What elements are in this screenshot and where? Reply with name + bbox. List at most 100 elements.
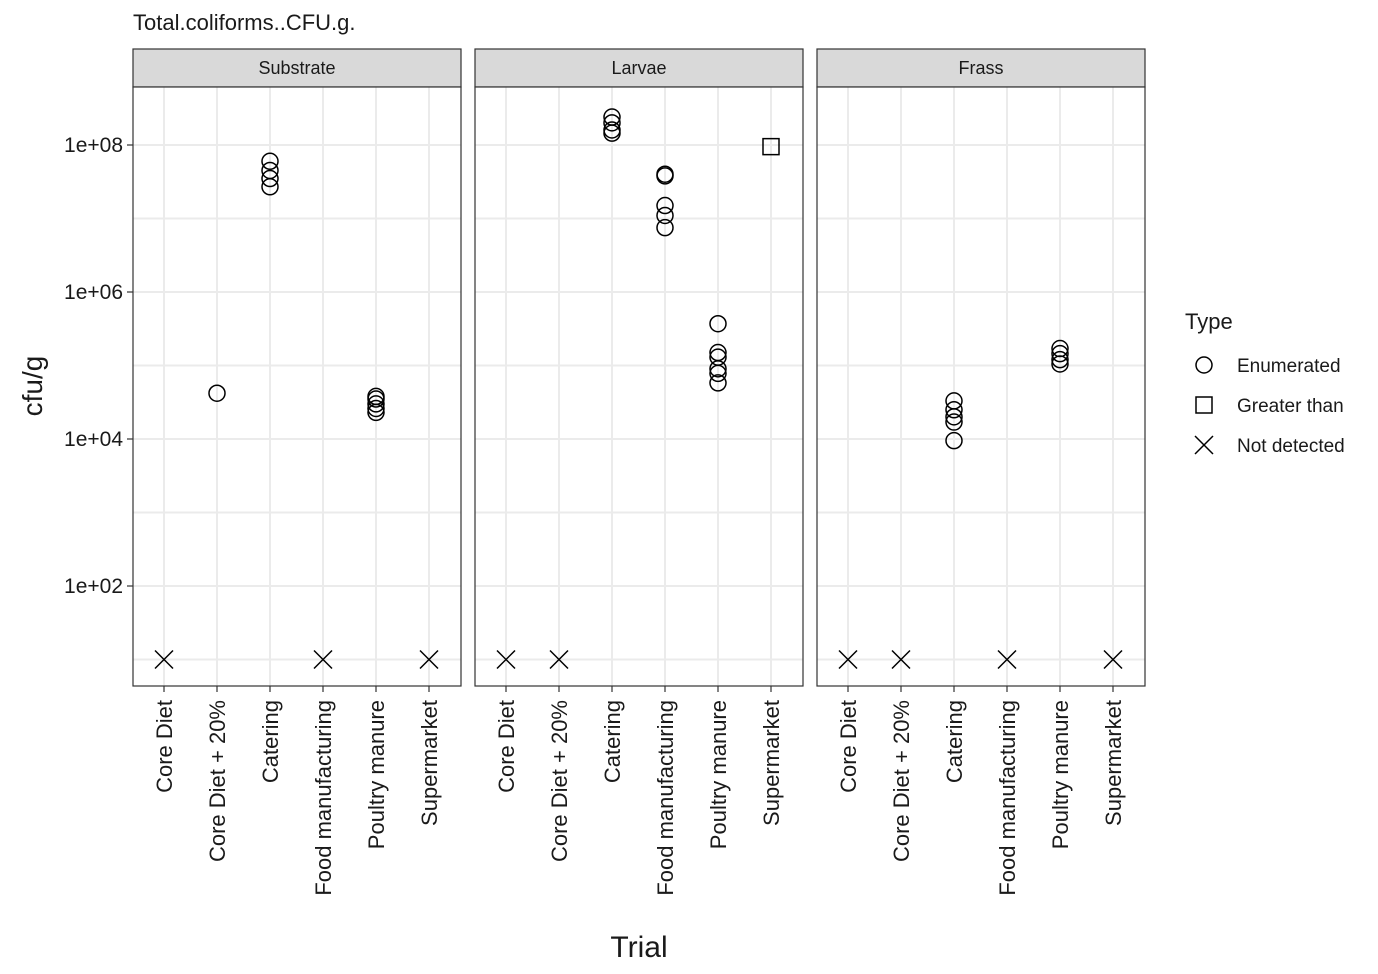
legend-entry-label: Greater than [1237,396,1344,417]
x-tick-label: Core Diet [494,700,519,793]
x-axis-label: Trial [610,931,667,964]
legend-title: Type [1185,309,1233,334]
x-tick-label: Food manufacturing [995,700,1020,896]
x-tick-label: Catering [258,700,283,783]
data-point-enumerated [261,178,279,196]
panel-border [474,86,804,687]
data-point-not-detected [997,649,1017,670]
panel-substrate: Substrate Core Diet Core Diet + 20% Caterin… [132,48,462,896]
y-tick-label: 1e+02 [64,575,123,598]
data-point-not-detected [154,649,174,670]
panel-background [133,87,461,686]
panel-background [475,87,803,686]
legend: Type Enumerated Greater than Not detected [1185,309,1345,457]
facet-strip [816,48,1146,88]
legend-entry-label: Not detected [1237,436,1345,457]
panel-border [816,86,1146,687]
data-point-enumerated [945,408,963,426]
data-point-not-detected [313,649,333,670]
facet-strip [474,48,804,88]
data-point-enumerated [656,167,674,185]
data-point-not-detected [549,649,569,670]
data-point-not-detected-stroke-b [549,649,569,670]
x-tick-label: Poultry manure [1048,700,1073,849]
y-tick-label: 1e+04 [64,428,123,451]
major-gridlines [817,87,1145,686]
major-gridlines [475,87,803,686]
x-icon-stroke-b [1194,435,1214,455]
data-point-not-detected [1103,649,1123,670]
data-point-not-detected [891,649,911,670]
data-point-enumerated [208,384,226,402]
data-point-not-detected-stroke-b [419,649,439,670]
data-point-not-detected-stroke-b [313,649,333,670]
panel-frass: Frass Core Diet Core Diet + 20% Catering Foo… [816,48,1146,896]
panel-larvae: Larvae Core Diet Core Diet + 20% Catering Fo… [474,48,804,896]
data-point-not-detected [838,649,858,670]
x-tick-label: Food manufacturing [311,700,336,896]
circle-icon [1195,356,1213,374]
data-points [496,108,780,670]
data-point-enumerated [1051,344,1069,363]
data-point-not-detected [419,649,439,670]
data-point-greater-than [762,137,780,156]
data-point-enumerated [1051,350,1069,369]
data-point-enumerated [367,399,385,418]
panel-border [132,86,462,687]
data-point-enumerated [709,360,727,378]
x-tick-label: Food manufacturing [653,700,678,896]
minor-gridlines [475,217,803,661]
x-tick-label: Poultry manure [364,700,389,849]
facet-strip [132,48,462,88]
data-point-enumerated [656,206,674,225]
data-point-enumerated [709,364,727,383]
legend-entry-enumerated: Enumerated [1195,356,1341,377]
major-gridlines [133,87,461,686]
data-point-enumerated [367,395,385,413]
minor-gridlines [133,217,461,661]
panel-background [817,87,1145,686]
data-point-enumerated [1051,355,1069,373]
square-icon [1195,396,1213,414]
legend-entry-label: Enumerated [1237,356,1341,377]
data-point-enumerated [603,124,621,142]
x-tick-label: Core Diet [152,700,177,793]
x-tick-label: Core Diet + 20% [205,700,230,862]
data-point-not-detected-stroke-b [1103,649,1123,670]
x-tick-label: Core Diet [836,700,861,793]
data-point-enumerated [945,401,963,419]
legend-entry-greater-than: Greater than [1195,396,1344,417]
x-tick-label: Catering [942,700,967,783]
panels: Substrate Core Diet Core Diet + 20% Caterin… [64,48,1146,896]
x-tick-label: Core Diet + 20% [547,700,572,862]
chart-title: Total.coliforms..CFU.g. [133,10,356,35]
facet-label: Substrate [258,58,335,78]
data-point-enumerated [945,413,963,431]
data-point-enumerated [945,431,963,450]
data-points [838,339,1123,670]
x-tick-label: Supermarket [417,700,442,826]
data-point-enumerated [656,218,674,237]
y-axis: 1e+02 1e+04 1e+06 1e+08 [64,134,133,598]
data-point-not-detected-stroke-b [154,649,174,670]
data-point-enumerated [261,169,279,188]
data-point-enumerated [656,196,674,215]
facet-label: Larvae [611,58,666,78]
data-point-not-detected-stroke-b [997,649,1017,670]
data-point-enumerated [709,314,727,333]
data-point-not-detected [496,649,516,670]
data-point-enumerated [603,114,621,132]
data-point-enumerated [709,374,727,392]
x-tick-label: Core Diet + 20% [889,700,914,862]
x-tick-label: Supermarket [1101,700,1126,826]
facet-label: Frass [959,58,1004,78]
legend-entry-not-detected: Not detected [1194,435,1345,457]
data-point-not-detected-stroke-b [891,649,911,670]
y-tick-label: 1e+06 [64,281,123,304]
y-axis-label: cfu/g [17,356,48,417]
data-point-enumerated [367,403,385,422]
data-point-not-detected-stroke-b [496,649,516,670]
x-tick-label: Catering [600,700,625,783]
x-tick-label: Supermarket [759,700,784,826]
